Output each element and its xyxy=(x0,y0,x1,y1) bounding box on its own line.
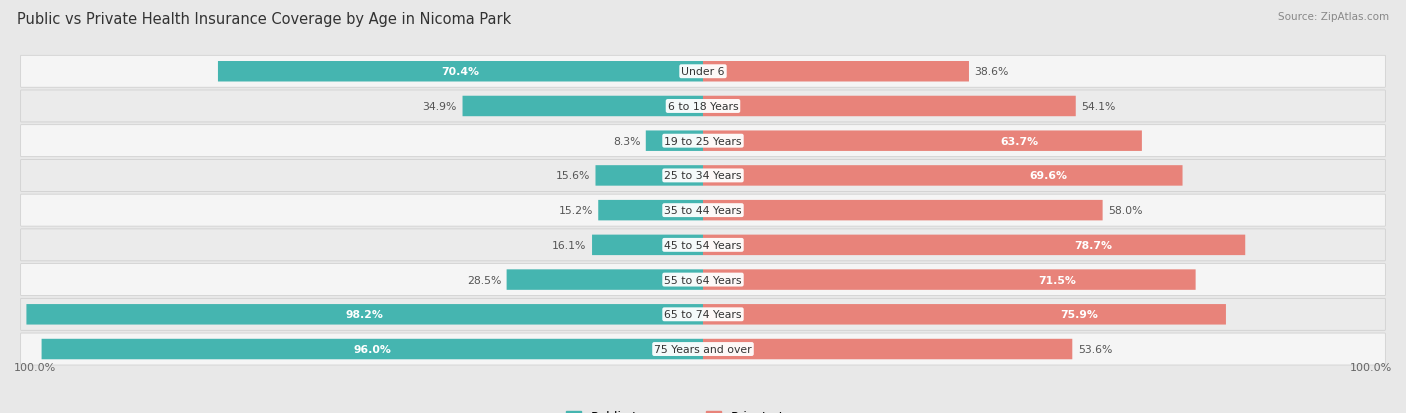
FancyBboxPatch shape xyxy=(703,235,1246,256)
FancyBboxPatch shape xyxy=(21,195,1385,227)
Text: 98.2%: 98.2% xyxy=(346,310,384,320)
FancyBboxPatch shape xyxy=(598,200,703,221)
Text: 63.7%: 63.7% xyxy=(1000,136,1038,146)
Text: 71.5%: 71.5% xyxy=(1039,275,1077,285)
Text: 75.9%: 75.9% xyxy=(1060,310,1098,320)
Text: 34.9%: 34.9% xyxy=(423,102,457,112)
Text: 65 to 74 Years: 65 to 74 Years xyxy=(664,310,742,320)
Text: 75 Years and over: 75 Years and over xyxy=(654,344,752,354)
Text: 8.3%: 8.3% xyxy=(613,136,640,146)
Text: 55 to 64 Years: 55 to 64 Years xyxy=(664,275,742,285)
FancyBboxPatch shape xyxy=(21,229,1385,261)
FancyBboxPatch shape xyxy=(703,200,1102,221)
Text: Public vs Private Health Insurance Coverage by Age in Nicoma Park: Public vs Private Health Insurance Cover… xyxy=(17,12,512,27)
FancyBboxPatch shape xyxy=(703,131,1142,152)
Text: 25 to 34 Years: 25 to 34 Years xyxy=(664,171,742,181)
Text: 96.0%: 96.0% xyxy=(353,344,391,354)
Text: 78.7%: 78.7% xyxy=(1074,240,1112,250)
Text: 16.1%: 16.1% xyxy=(553,240,586,250)
FancyBboxPatch shape xyxy=(21,264,1385,296)
FancyBboxPatch shape xyxy=(703,166,1182,186)
Text: 38.6%: 38.6% xyxy=(974,67,1010,77)
FancyBboxPatch shape xyxy=(645,131,703,152)
Text: 15.6%: 15.6% xyxy=(555,171,591,181)
FancyBboxPatch shape xyxy=(703,97,1076,117)
FancyBboxPatch shape xyxy=(21,160,1385,192)
FancyBboxPatch shape xyxy=(506,270,703,290)
FancyBboxPatch shape xyxy=(27,304,703,325)
FancyBboxPatch shape xyxy=(703,270,1195,290)
Text: 28.5%: 28.5% xyxy=(467,275,501,285)
FancyBboxPatch shape xyxy=(21,91,1385,123)
Text: Under 6: Under 6 xyxy=(682,67,724,77)
Text: Source: ZipAtlas.com: Source: ZipAtlas.com xyxy=(1278,12,1389,22)
Text: 19 to 25 Years: 19 to 25 Years xyxy=(664,136,742,146)
FancyBboxPatch shape xyxy=(703,304,1226,325)
Text: 100.0%: 100.0% xyxy=(1350,362,1392,372)
FancyBboxPatch shape xyxy=(703,339,1073,359)
FancyBboxPatch shape xyxy=(703,62,969,82)
FancyBboxPatch shape xyxy=(21,126,1385,157)
Text: 35 to 44 Years: 35 to 44 Years xyxy=(664,206,742,216)
Text: 54.1%: 54.1% xyxy=(1081,102,1115,112)
FancyBboxPatch shape xyxy=(596,166,703,186)
FancyBboxPatch shape xyxy=(592,235,703,256)
Legend: Public Insurance, Private Insurance: Public Insurance, Private Insurance xyxy=(567,411,839,413)
Text: 6 to 18 Years: 6 to 18 Years xyxy=(668,102,738,112)
FancyBboxPatch shape xyxy=(218,62,703,82)
Text: 58.0%: 58.0% xyxy=(1108,206,1143,216)
FancyBboxPatch shape xyxy=(21,333,1385,365)
Text: 53.6%: 53.6% xyxy=(1078,344,1112,354)
Text: 69.6%: 69.6% xyxy=(1029,171,1067,181)
FancyBboxPatch shape xyxy=(21,299,1385,330)
Text: 70.4%: 70.4% xyxy=(441,67,479,77)
FancyBboxPatch shape xyxy=(21,56,1385,88)
FancyBboxPatch shape xyxy=(463,97,703,117)
Text: 45 to 54 Years: 45 to 54 Years xyxy=(664,240,742,250)
Text: 15.2%: 15.2% xyxy=(558,206,593,216)
Text: 100.0%: 100.0% xyxy=(14,362,56,372)
FancyBboxPatch shape xyxy=(42,339,703,359)
